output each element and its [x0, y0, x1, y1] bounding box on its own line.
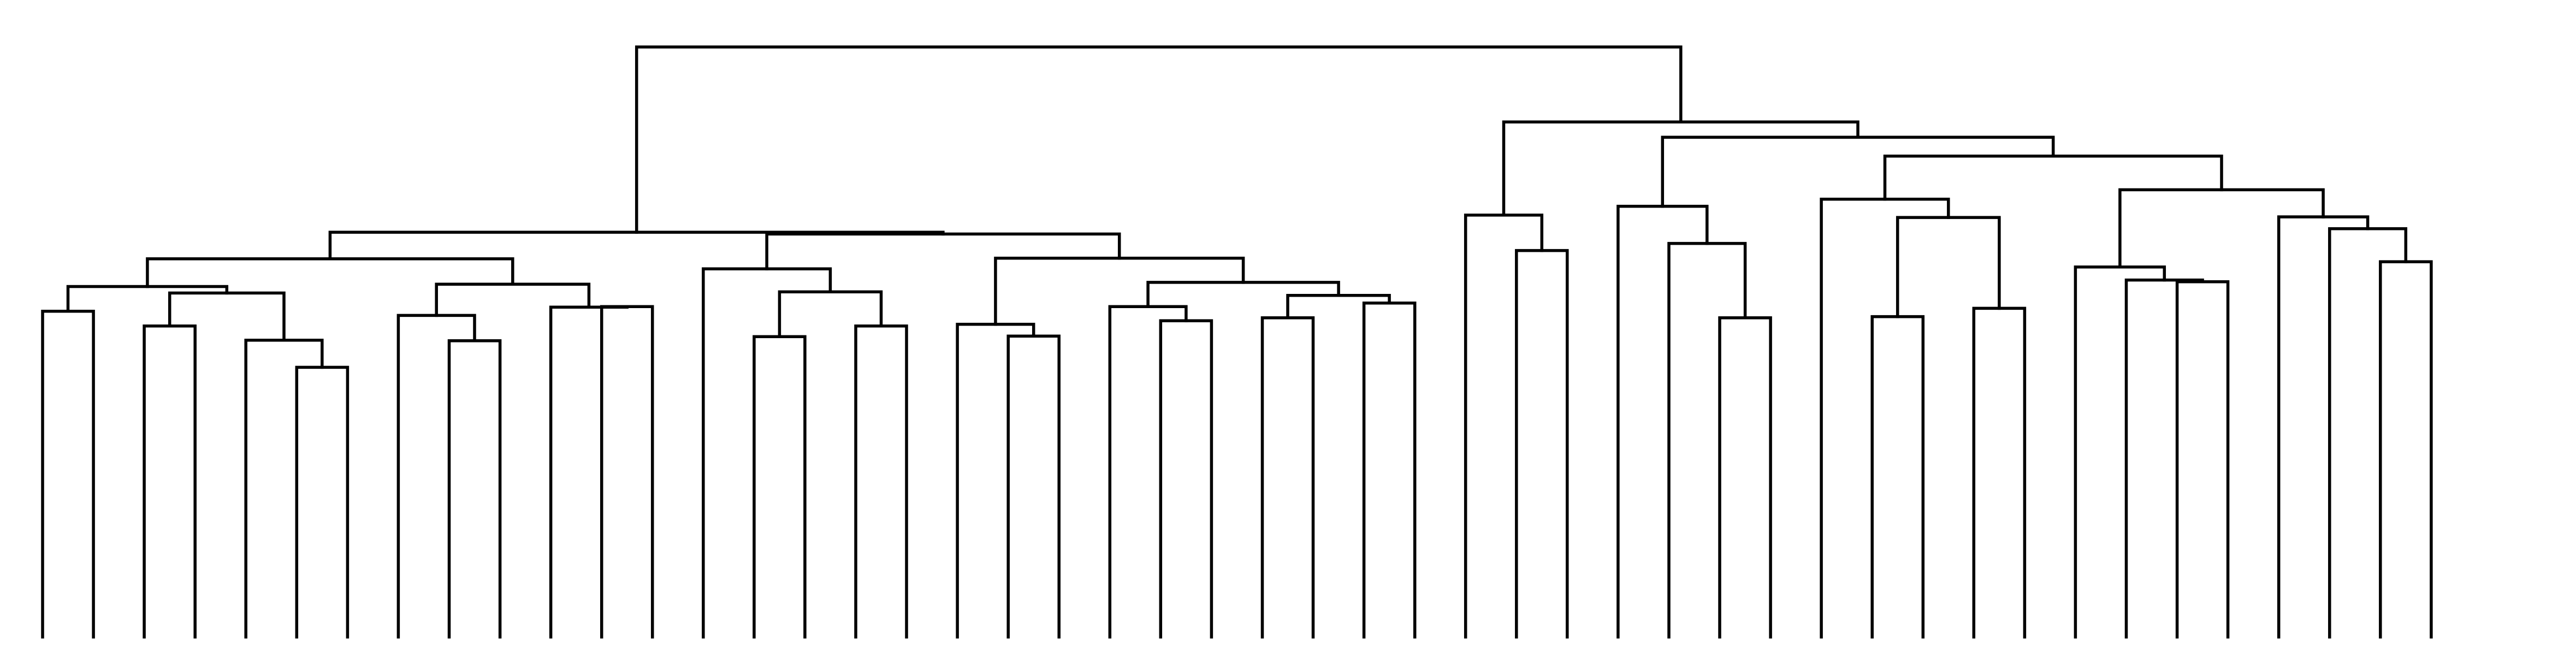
dendrogram-link-46	[635, 45, 1683, 234]
dendrogram-link-26	[328, 231, 945, 261]
dendrogram-link-30	[1667, 241, 1747, 639]
dendrogram-link-21	[1362, 301, 1417, 639]
dendrogram-link-25	[765, 232, 1121, 270]
dendrogram-link-2	[295, 365, 350, 639]
dendrogram-link-0	[41, 310, 95, 639]
dendrogram-link-15	[702, 267, 832, 639]
dendrogram-link-31	[1616, 204, 1709, 639]
dendrogram-link-17	[956, 322, 1035, 639]
dendrogram-link-34	[1896, 216, 2001, 318]
dendrogram-link-13	[854, 324, 908, 639]
dendrogram-link-41	[2277, 215, 2370, 639]
dendrogram-link-11	[146, 257, 514, 288]
dendrogram-link-20	[1260, 316, 1315, 639]
dendrogram-link-39	[2379, 260, 2433, 639]
dendrogram-link-19	[1108, 305, 1188, 639]
dendrogram-link-44	[1661, 135, 2055, 208]
dendrogram-link-14	[778, 290, 883, 339]
dendrogram-link-7	[396, 314, 476, 639]
dendrogram-link-42	[2118, 188, 2325, 269]
dendrogram-link-12	[753, 335, 807, 639]
dendrogram-link-38	[2074, 265, 2166, 639]
dendrogram-link-9	[549, 305, 629, 639]
dendrogram-link-33	[1972, 306, 2027, 639]
dendrogram-link-18	[1159, 319, 1213, 639]
dendrogram-link-35	[1820, 197, 1950, 639]
dendrogram-link-16	[1006, 334, 1061, 639]
dendrogram-link-6	[447, 339, 502, 639]
dendrogram-link-27	[1515, 249, 1569, 639]
dendrogram-link-22	[1286, 293, 1391, 320]
dendrogram-link-29	[1718, 316, 1772, 639]
dendrogram-link-10	[435, 282, 591, 317]
dendrogram-link-36	[2175, 280, 2230, 639]
dendrogram-link-3	[244, 339, 324, 639]
dendrogram-link-8	[600, 305, 654, 639]
dendrogram-link-37	[2124, 278, 2204, 639]
dendrogram-links	[41, 45, 2433, 639]
dendrogram-link-43	[1883, 155, 2223, 201]
dendrogram-link-5	[66, 285, 229, 313]
dendrogram-link-4	[168, 291, 286, 342]
dendrogram-link-28	[1464, 214, 1544, 639]
dendrogram-link-24	[994, 256, 1245, 326]
dendrogram-link-1	[143, 324, 197, 639]
dendrogram-link-40	[2328, 227, 2408, 639]
dendrogram-link-32	[1870, 315, 1925, 639]
